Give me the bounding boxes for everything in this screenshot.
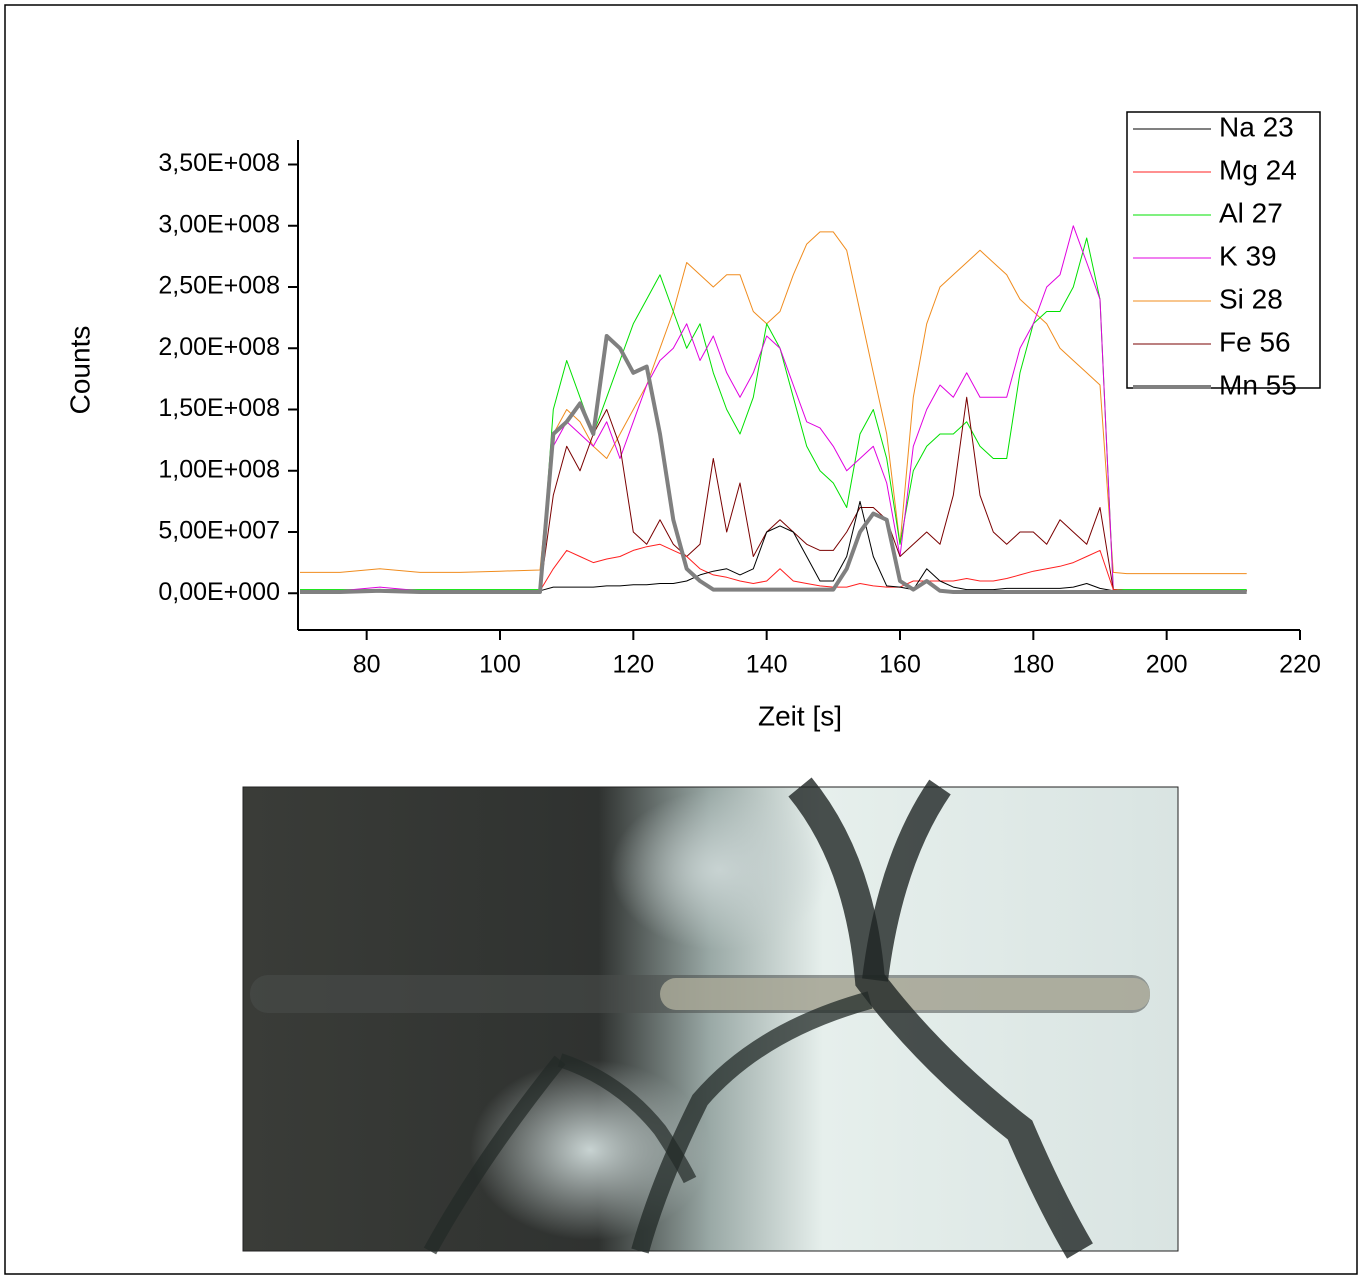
legend-label: K 39 <box>1219 240 1277 271</box>
y-tick-label: 1,00E+008 <box>158 455 280 483</box>
y-tick-label: 2,00E+008 <box>158 333 280 361</box>
photo <box>243 787 1178 1251</box>
legend-label: Al 27 <box>1219 197 1283 228</box>
series-line <box>300 544 1247 591</box>
chart: Counts Zeit [s] 0,00E+000 5,00E+007 1,00E+… <box>0 0 1363 1279</box>
legend-label: Na 23 <box>1219 111 1294 142</box>
x-axis-title: Zeit [s] <box>758 700 842 731</box>
legend-label: Fe 56 <box>1219 326 1291 357</box>
x-tick-label: 100 <box>479 651 521 679</box>
legend-label: Si 28 <box>1219 283 1283 314</box>
y-tick-label: 5,00E+007 <box>158 517 280 545</box>
y-tick-label: 3,00E+008 <box>158 210 280 238</box>
series-line <box>300 397 1247 591</box>
series-line <box>300 336 1247 592</box>
x-tick-label: 180 <box>1012 651 1054 679</box>
y-axis-title: Counts <box>64 326 95 415</box>
x-tick-label: 200 <box>1146 651 1188 679</box>
x-tick-label: 120 <box>612 651 654 679</box>
legend-label: Mg 24 <box>1219 154 1297 185</box>
legend-label: Mn 55 <box>1219 369 1297 400</box>
series-line <box>300 501 1247 590</box>
y-tick-label: 0,00E+000 <box>158 578 280 606</box>
y-tick-label: 1,50E+008 <box>158 394 280 422</box>
x-tick-label: 140 <box>746 651 788 679</box>
y-tick-label: 3,50E+008 <box>158 149 280 177</box>
y-tick-label: 2,50E+008 <box>158 272 280 300</box>
page: Counts Zeit [s] 0,00E+000 5,00E+007 1,00E+… <box>0 0 1363 1284</box>
x-tick-label: 80 <box>353 651 381 679</box>
x-tick-label: 160 <box>879 651 921 679</box>
x-tick-label: 220 <box>1279 651 1321 679</box>
